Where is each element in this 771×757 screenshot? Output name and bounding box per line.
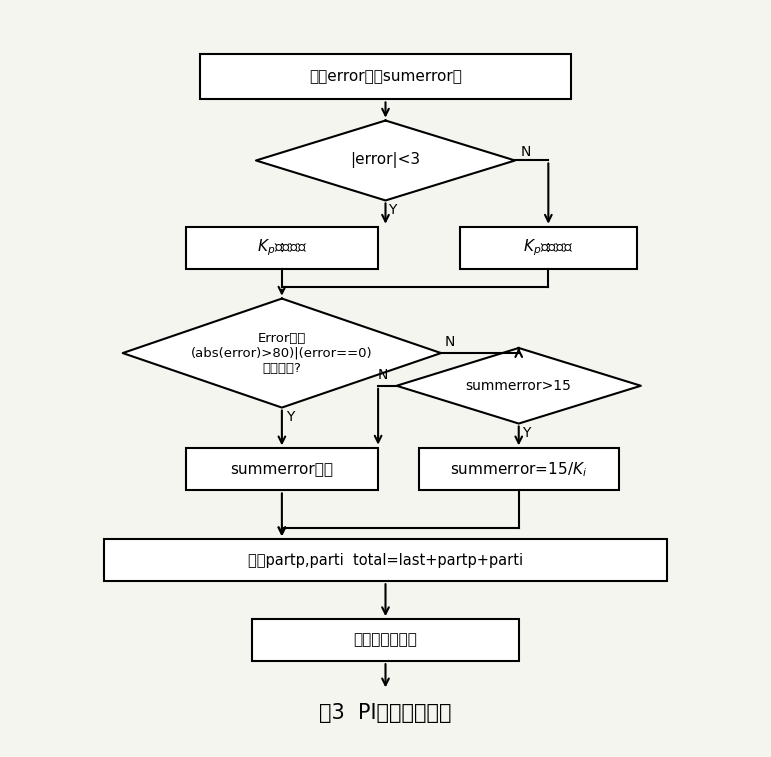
Text: summerror清零: summerror清零 (231, 462, 333, 477)
Bar (419, 448, 618, 491)
Text: Y: Y (388, 203, 396, 217)
Text: Y: Y (523, 426, 530, 440)
Text: $K_p$取较小值: $K_p$取较小值 (257, 238, 307, 258)
Text: Error满足
(abs(error)>80)|(error==0)
积分分离?: Error满足 (abs(error)>80)|(error==0) 积分分离? (191, 332, 372, 375)
Bar (200, 55, 571, 99)
Text: 计算error值和sumerror值: 计算error值和sumerror值 (309, 70, 462, 85)
Text: N: N (521, 145, 531, 159)
Text: $K_p$取较大值: $K_p$取较大值 (524, 238, 574, 258)
Polygon shape (396, 348, 641, 424)
Text: summerror>15: summerror>15 (466, 378, 571, 393)
Text: |error|<3: |error|<3 (351, 152, 420, 169)
Bar (460, 226, 637, 269)
Text: 计算partp,parti  total=last+partp+parti: 计算partp,parti total=last+partp+parti (248, 553, 523, 568)
Bar (186, 226, 378, 269)
Text: 控制量范围限制: 控制量范围限制 (354, 633, 417, 648)
Text: N: N (378, 368, 389, 382)
Text: 图3  PI算法的流程图: 图3 PI算法的流程图 (319, 702, 452, 723)
Bar (186, 448, 378, 491)
Bar (252, 619, 519, 661)
Text: Y: Y (285, 410, 294, 424)
Text: N: N (445, 335, 455, 349)
Bar (104, 539, 667, 581)
Polygon shape (123, 298, 441, 407)
Polygon shape (256, 120, 515, 201)
Text: summerror=15/$K_i$: summerror=15/$K_i$ (450, 460, 588, 478)
